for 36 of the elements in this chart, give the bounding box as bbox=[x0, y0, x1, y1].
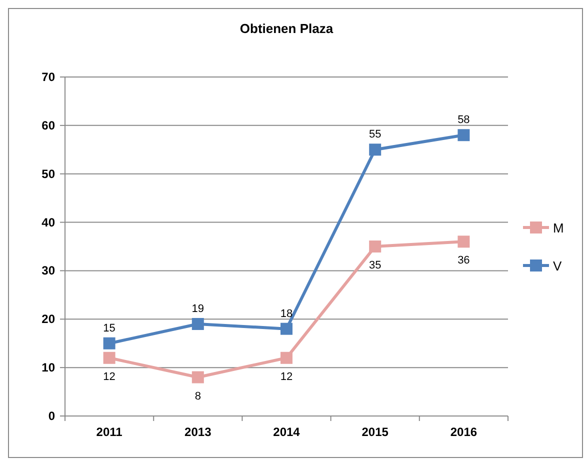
data-label: 18 bbox=[280, 308, 293, 320]
point bbox=[192, 371, 204, 384]
data-label: 8 bbox=[194, 390, 201, 402]
y-tick-label: 10 bbox=[42, 360, 56, 375]
data-label: 55 bbox=[368, 128, 382, 141]
y-tick-label: 70 bbox=[42, 70, 56, 84]
data-label: 35 bbox=[368, 260, 382, 272]
x-tick-label: 2015 bbox=[362, 425, 389, 439]
data-label: 12 bbox=[280, 370, 293, 383]
legend-label: V bbox=[553, 258, 562, 274]
point bbox=[103, 337, 116, 350]
y-tick-label: 0 bbox=[48, 409, 56, 423]
point bbox=[458, 236, 470, 248]
chart-title: Obtienen Plaza bbox=[240, 21, 334, 36]
y-tick-label: 30 bbox=[42, 264, 56, 278]
x-tick-label: 2016 bbox=[450, 425, 478, 439]
data-label: 15 bbox=[103, 322, 116, 334]
data-label: 19 bbox=[192, 302, 204, 315]
point bbox=[103, 352, 116, 364]
legend-label: M bbox=[553, 220, 564, 236]
point bbox=[369, 144, 382, 156]
point bbox=[280, 352, 292, 364]
y-tick-label: 50 bbox=[42, 166, 56, 181]
point bbox=[192, 318, 204, 330]
y-tick-label: 40 bbox=[42, 215, 56, 230]
y-tick-label: 60 bbox=[42, 118, 56, 132]
data-label: 36 bbox=[458, 254, 470, 267]
x-tick-label: 2011 bbox=[96, 425, 123, 439]
point bbox=[458, 129, 470, 142]
point bbox=[369, 240, 382, 252]
data-label: 12 bbox=[103, 370, 116, 383]
x-tick-label: 2013 bbox=[184, 425, 212, 439]
y-tick-label: 20 bbox=[42, 312, 56, 326]
point bbox=[280, 322, 292, 335]
data-label: 58 bbox=[458, 114, 470, 126]
x-tick-label: 2014 bbox=[273, 425, 300, 439]
